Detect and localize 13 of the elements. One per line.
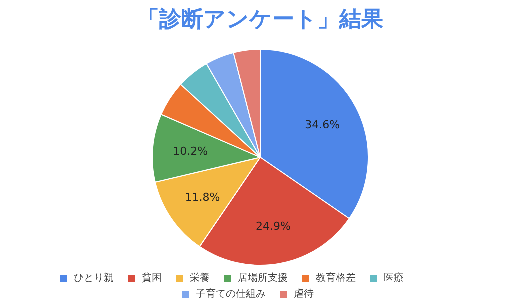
data-label: 10.2% <box>173 144 208 158</box>
legend-label: 教育格差 <box>316 272 356 285</box>
legend-label: 虐待 <box>294 288 314 300</box>
legend-label: 貧困 <box>142 272 162 285</box>
data-label: 24.9% <box>256 220 291 233</box>
legend-label: ひとり親 <box>74 272 114 285</box>
data-label: 34.6% <box>305 118 340 132</box>
legend-label: 栄養 <box>190 272 210 285</box>
chart-title: 「診断アンケート」結果 <box>138 8 384 32</box>
legend-label: 子育ての仕組み <box>196 288 266 300</box>
legend-label: 居場所支援 <box>238 272 288 285</box>
legend-label: 医療 <box>384 272 404 285</box>
data-label: 11.8% <box>185 190 220 204</box>
